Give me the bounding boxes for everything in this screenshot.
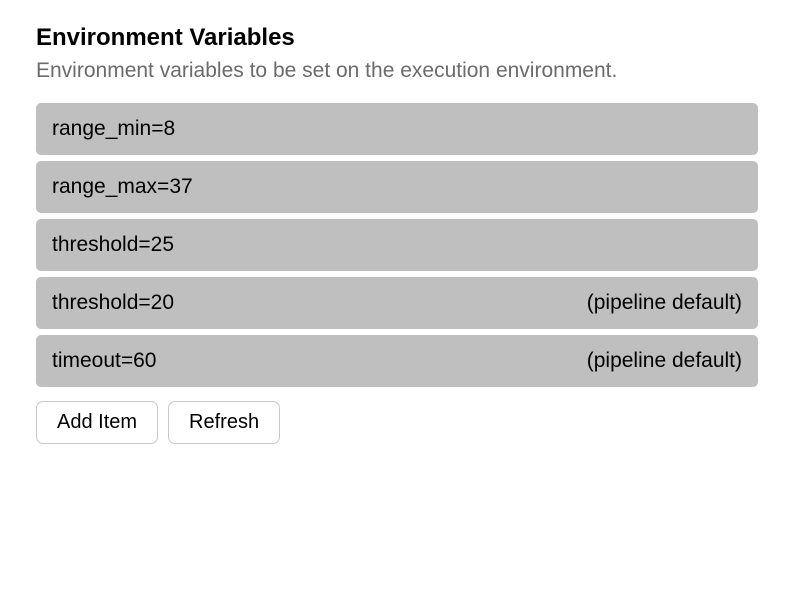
env-var-badge: (pipeline default) [587, 349, 742, 373]
env-var-item[interactable]: timeout=60 (pipeline default) [36, 335, 758, 387]
env-var-item[interactable]: threshold=25 [36, 219, 758, 271]
refresh-button[interactable]: Refresh [168, 401, 280, 444]
section-description: Environment variables to be set on the e… [36, 56, 758, 85]
section-title: Environment Variables [36, 24, 758, 52]
add-item-button[interactable]: Add Item [36, 401, 158, 444]
env-var-item[interactable]: threshold=20 (pipeline default) [36, 277, 758, 329]
env-var-text: threshold=20 [52, 291, 174, 315]
env-var-item[interactable]: range_min=8 [36, 103, 758, 155]
env-var-badge: (pipeline default) [587, 291, 742, 315]
env-var-text: range_max=37 [52, 175, 193, 199]
env-var-text: range_min=8 [52, 117, 175, 141]
env-var-text: threshold=25 [52, 233, 174, 257]
env-var-text: timeout=60 [52, 349, 157, 373]
action-bar: Add Item Refresh [36, 401, 758, 444]
env-var-item[interactable]: range_max=37 [36, 161, 758, 213]
env-var-list: range_min=8 range_max=37 threshold=25 th… [36, 103, 758, 387]
env-vars-section: Environment Variables Environment variab… [36, 24, 758, 444]
